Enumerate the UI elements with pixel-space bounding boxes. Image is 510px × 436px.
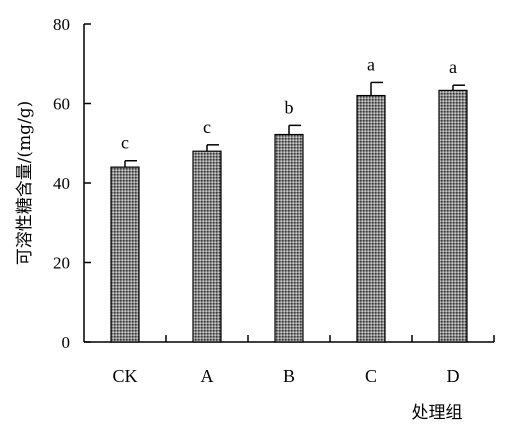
y-tick-label: 40: [53, 174, 70, 193]
bar-c: [356, 94, 386, 343]
x-tick-label: CK: [112, 366, 137, 386]
y-tick-label: 0: [62, 333, 71, 352]
error-bars: [124, 81, 465, 168]
x-tick-label: C: [365, 366, 377, 386]
bars: [110, 89, 468, 343]
y-axis-title: 可溶性糖含量/(mg/g): [15, 101, 35, 266]
x-tick-label: B: [283, 366, 295, 386]
x-axis: CK A B C D: [84, 335, 495, 386]
bar-a: [192, 150, 222, 343]
significance-labels: c c b a a: [121, 54, 457, 152]
x-tick-label: D: [447, 366, 460, 386]
bar-ck: [110, 166, 140, 343]
bar-b: [274, 133, 304, 343]
y-tick-label: 80: [53, 15, 70, 34]
significance-letter: c: [121, 133, 129, 153]
y-axis: 0 20 40 60 80: [53, 15, 91, 352]
x-axis-title: 处理组: [412, 403, 463, 423]
significance-letter: c: [203, 117, 211, 137]
bar-d: [438, 89, 468, 343]
significance-letter: b: [285, 97, 294, 117]
x-tick-label: A: [201, 366, 214, 386]
significance-letter: a: [449, 57, 457, 77]
y-tick-label: 60: [53, 95, 70, 114]
y-tick-label: 20: [53, 254, 70, 273]
significance-letter: a: [367, 54, 375, 74]
